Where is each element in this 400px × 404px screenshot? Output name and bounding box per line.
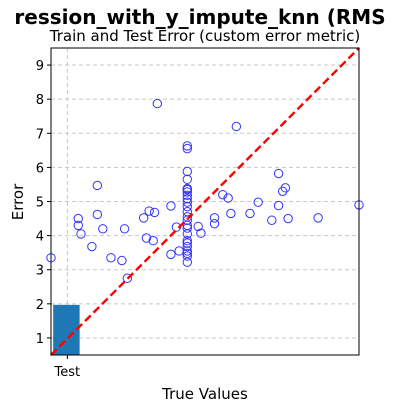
error-point (267, 215, 277, 225)
error-point (231, 121, 242, 132)
error-point (182, 187, 192, 197)
error-point (73, 220, 83, 231)
bar-layer (53, 304, 80, 355)
error-point (117, 255, 127, 266)
error-point (182, 241, 192, 252)
error-point (122, 273, 133, 283)
error-point (182, 166, 192, 177)
error-point (182, 141, 192, 151)
error-point (92, 209, 103, 220)
error-point (182, 223, 192, 233)
test-error-bar (53, 304, 80, 355)
ticks-layer: 1 2 3 4 5 6 7 8 9 Test (36, 59, 80, 380)
x-tick-label: Test (54, 365, 81, 380)
error-point (182, 194, 192, 204)
error-point (138, 213, 149, 223)
error-point (283, 213, 293, 224)
error-point (166, 201, 176, 211)
error-point (148, 236, 158, 246)
y-tick-label: 1 (36, 332, 44, 347)
error-point (196, 228, 206, 238)
error-point (87, 241, 97, 252)
error-point (98, 224, 108, 234)
chart-title: ression_with_y_impute_knn (RMS (14, 5, 385, 29)
error-point (182, 143, 192, 154)
error-point (182, 197, 192, 207)
error-point (277, 186, 288, 196)
error-point (209, 218, 220, 229)
y-tick-label: 8 (36, 93, 44, 108)
error-point (226, 208, 236, 219)
error-point (182, 183, 192, 194)
y-tick-label: 6 (36, 161, 44, 176)
error-point (273, 168, 284, 179)
identity-line-layer (50, 47, 360, 356)
error-point (182, 251, 192, 261)
error-point (182, 236, 192, 246)
error-point (182, 248, 192, 259)
y-tick-label: 5 (36, 196, 44, 211)
error-point (182, 238, 192, 248)
error-point (209, 213, 220, 223)
y-tick-label: 2 (36, 298, 44, 313)
chart-subtitle: Train and Test Error (custom error metri… (49, 27, 360, 45)
error-point (144, 206, 154, 216)
error-point (218, 189, 228, 200)
error-point (273, 200, 284, 211)
y-tick-label: 4 (36, 230, 44, 245)
error-point (223, 193, 233, 203)
error-point (313, 213, 323, 223)
y-tick-label: 9 (36, 59, 44, 74)
x-axis-label: True Values (161, 385, 248, 400)
y-tick-label: 3 (36, 264, 44, 279)
error-point (182, 174, 192, 185)
error-point (253, 197, 263, 207)
error-point (182, 207, 192, 217)
error-point (76, 229, 86, 239)
error-point (280, 183, 291, 193)
error-point (182, 201, 192, 212)
error-point (106, 253, 116, 263)
identity-line (50, 47, 360, 356)
error-point (245, 208, 255, 219)
error-point (182, 246, 192, 256)
error-point (182, 212, 192, 222)
y-tick-label: 7 (36, 127, 44, 142)
error-point (166, 249, 176, 260)
error-point (152, 98, 163, 109)
error-point (193, 221, 203, 232)
y-axis-label: Error (9, 183, 27, 220)
error-point (141, 233, 152, 243)
error-point (182, 190, 192, 201)
error-point (92, 180, 103, 191)
error-point (73, 213, 83, 224)
error-point (119, 224, 130, 234)
error-point (149, 207, 160, 218)
